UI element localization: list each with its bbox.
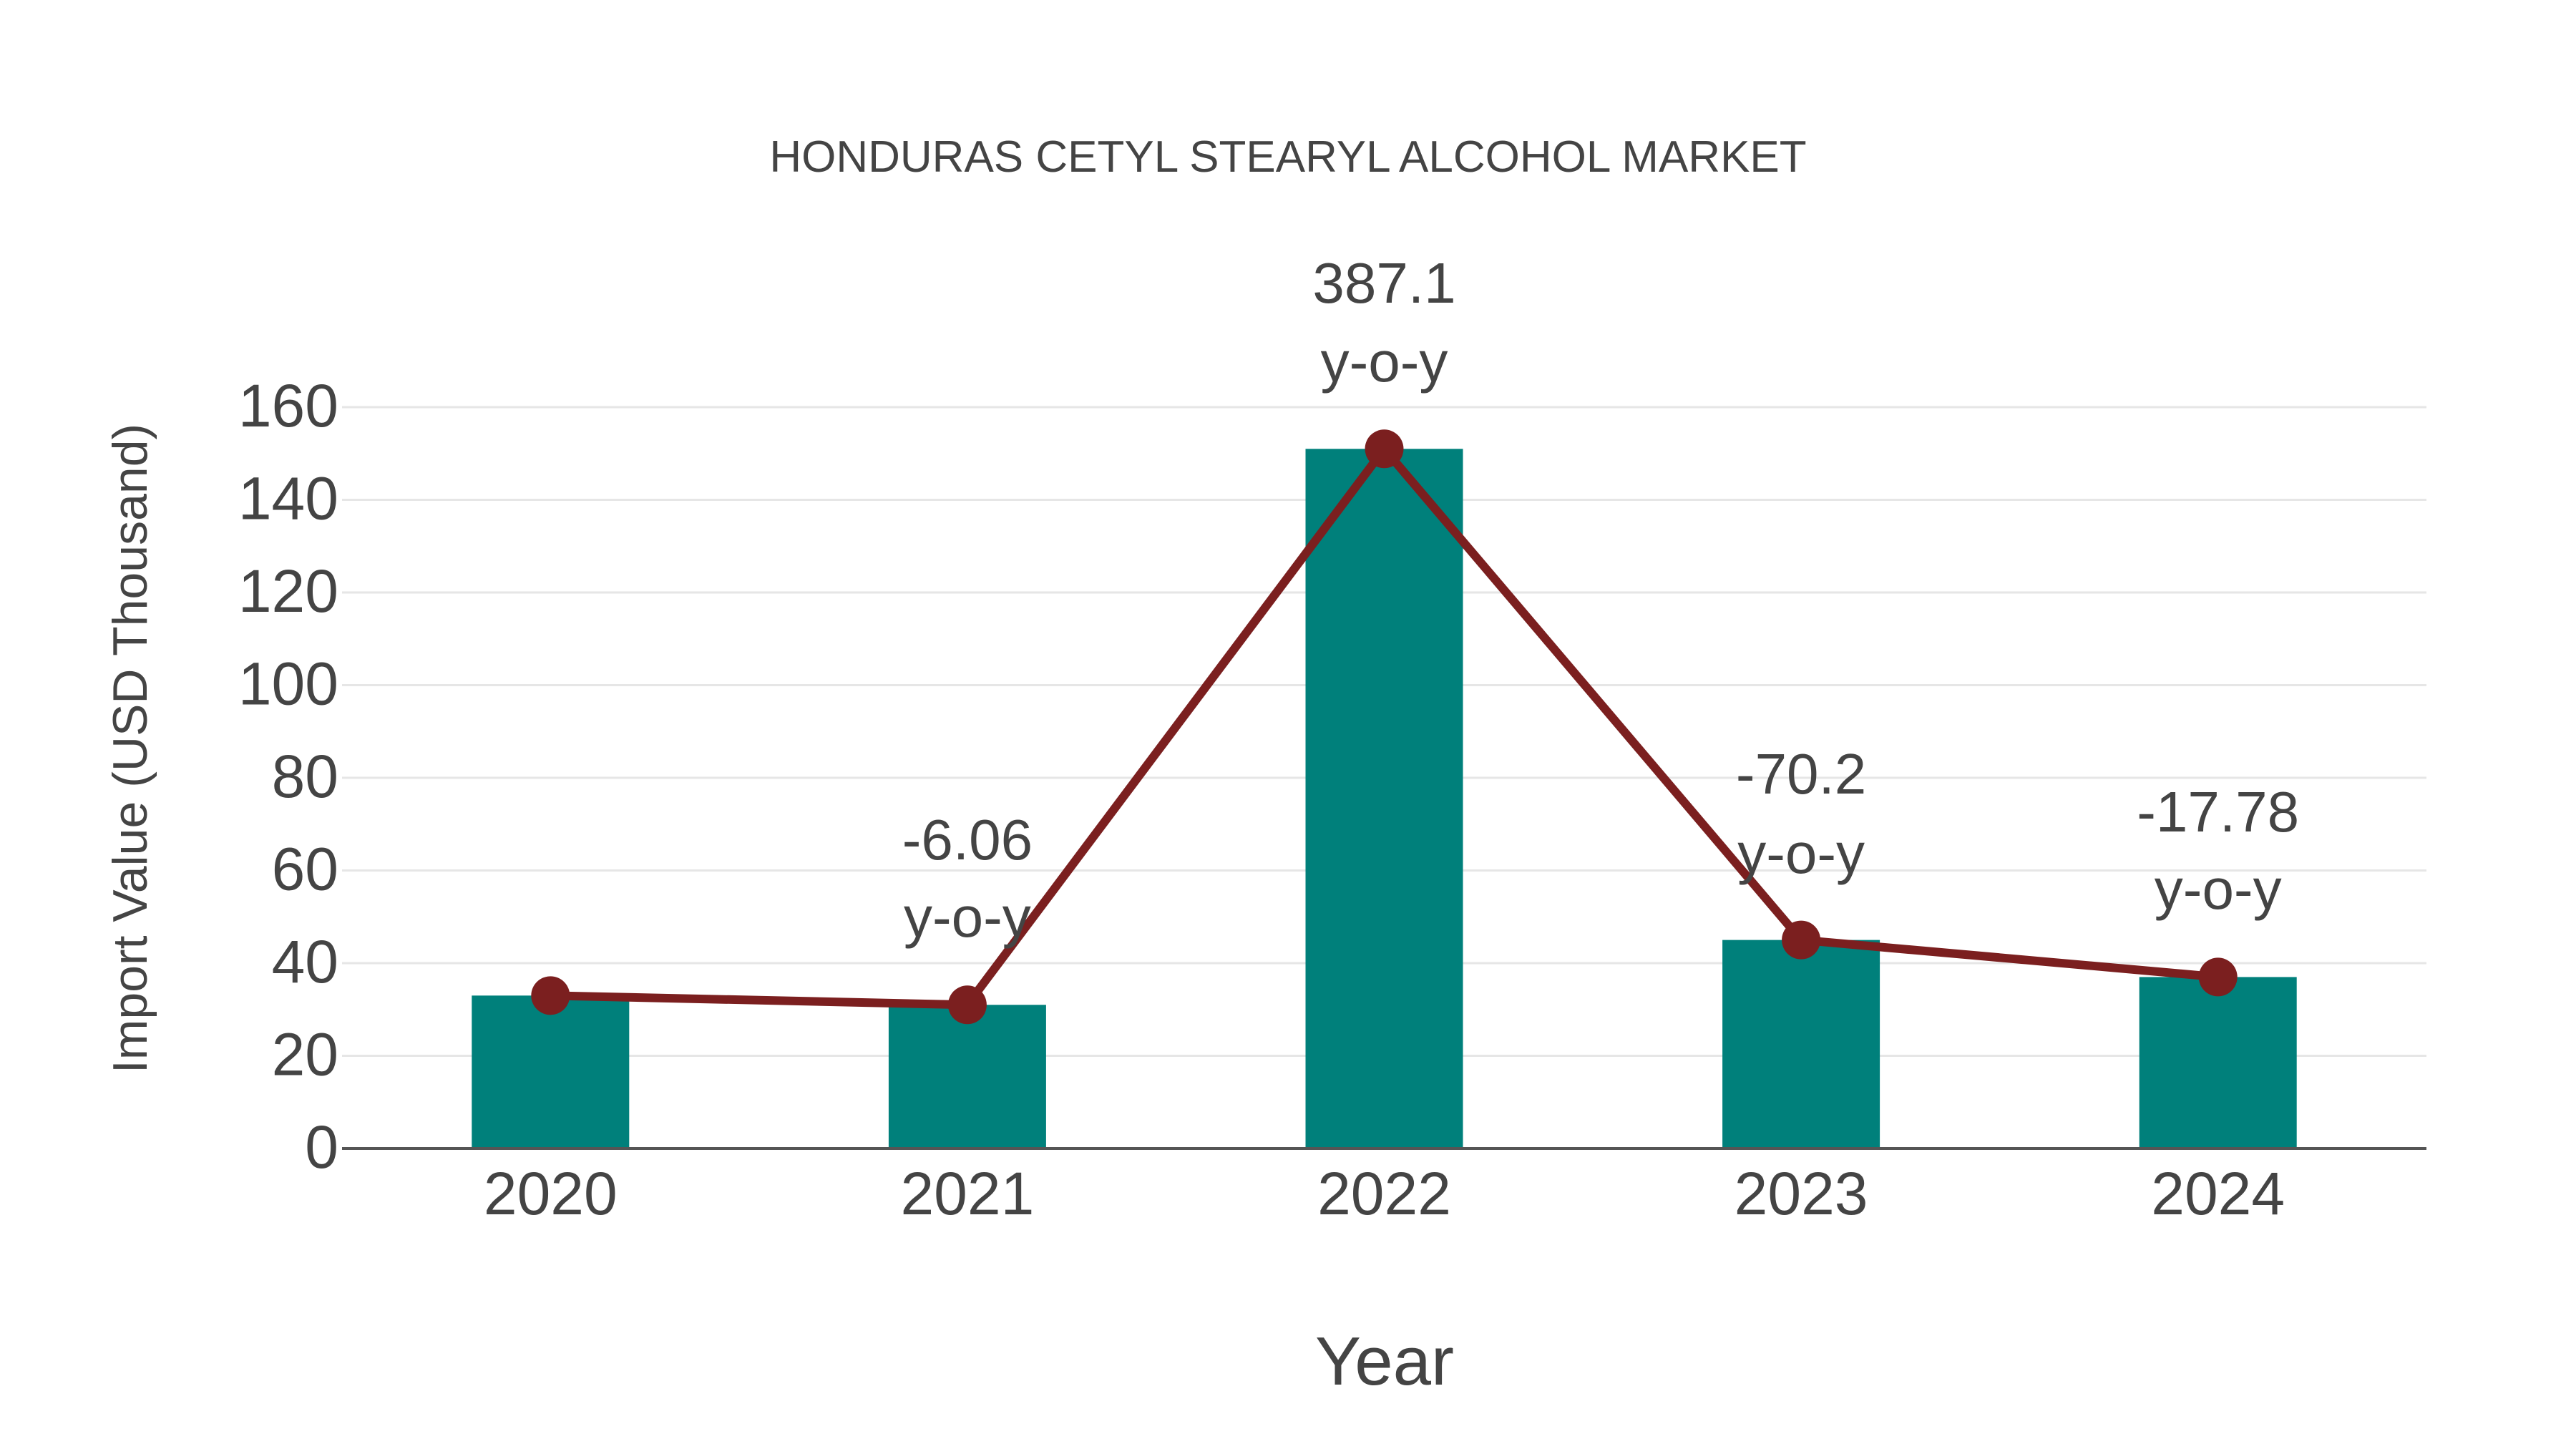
y-axis-label: Import Value (USD Thousand) (103, 424, 157, 1073)
chart-title: HONDURAS CETYL STEARYL ALCOHOL MARKET (769, 132, 1806, 182)
y-tick-label: 120 (238, 557, 338, 625)
y-axis-ticks: 0 20 40 60 80 100 120 140 160 (238, 372, 338, 1181)
y-tick-label: 80 (272, 743, 338, 810)
y-tick-label: 20 (272, 1021, 338, 1088)
yoy-label: y-o-y (904, 885, 1031, 949)
y-tick-label: 100 (238, 650, 338, 718)
x-tick-label: 2021 (900, 1160, 1034, 1227)
x-axis-label: Year (1315, 1323, 1454, 1400)
bar-2022 (1305, 449, 1463, 1148)
yoy-label: y-o-y (1321, 330, 1448, 394)
bar-2020 (472, 995, 630, 1148)
x-tick-label: 2023 (1735, 1160, 1868, 1227)
y-tick-label: 160 (238, 372, 338, 439)
bar-2024 (2139, 977, 2297, 1148)
line-marker-2024 (2198, 957, 2238, 997)
yoy-label: y-o-y (2155, 857, 2282, 921)
yoy-label: y-o-y (1737, 821, 1865, 885)
x-tick-label: 2020 (484, 1160, 618, 1227)
yoy-value: -6.06 (902, 808, 1033, 872)
yoy-value: 387.1 (1312, 251, 1455, 315)
y-tick-label: 40 (272, 928, 338, 995)
x-tick-label: 2022 (1317, 1160, 1451, 1227)
line-marker-2022 (1365, 429, 1404, 469)
line-marker-2023 (1782, 920, 1821, 960)
bar-series (472, 449, 2297, 1148)
yoy-annotations: -6.06 y-o-y 387.1 y-o-y -70.2 y-o-y -17.78 y-o-… (902, 251, 2299, 949)
yoy-value: -17.78 (2137, 780, 2299, 844)
line-marker-2020 (531, 976, 570, 1015)
bar-2021 (888, 1005, 1046, 1148)
y-tick-label: 140 (238, 465, 338, 532)
y-tick-label: 0 (305, 1113, 338, 1181)
y-tick-label: 60 (272, 836, 338, 903)
line-marker-2021 (947, 985, 987, 1025)
yoy-value: -70.2 (1736, 742, 1866, 806)
line-series (531, 429, 2238, 1025)
x-axis-ticks: 2020 2021 2022 2023 2024 (484, 1160, 2285, 1227)
bar-2023 (1722, 940, 1880, 1148)
x-tick-label: 2024 (2151, 1160, 2285, 1227)
